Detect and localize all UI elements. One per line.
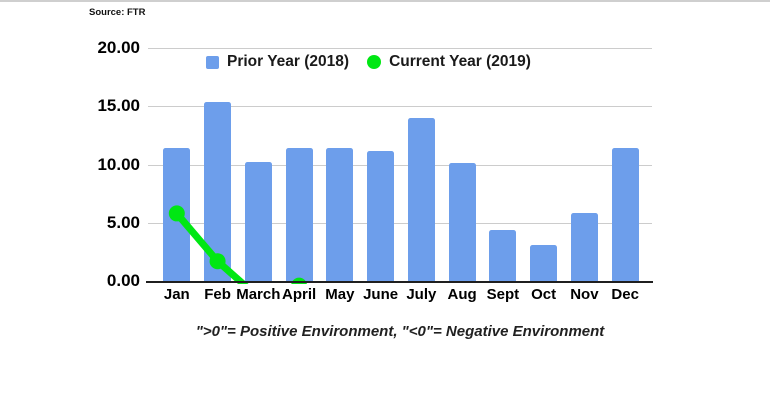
- bar-dec: [611, 148, 639, 283]
- bar-june: [367, 150, 395, 283]
- gridline-20: [148, 48, 652, 49]
- x-axis-label-oct: Oct: [531, 286, 557, 303]
- y-axis-label-5: 5.00: [106, 212, 140, 232]
- bar-oct: [530, 244, 558, 283]
- top-divider: [0, 0, 770, 2]
- x-axis-label-sept: Sept: [486, 286, 520, 303]
- x-axis-label-may: May: [325, 286, 355, 303]
- bar-aug: [448, 163, 476, 283]
- chart-legend: Prior Year (2018) Current Year (2019): [206, 53, 531, 71]
- gridline-10: [148, 164, 652, 166]
- x-axis-label-april: April: [281, 286, 317, 303]
- line-path: [173, 209, 303, 284]
- bar-march: [244, 162, 272, 283]
- legend-item-prior-year: Prior Year (2018): [206, 53, 349, 71]
- x-axis-label-jan: Jan: [163, 286, 190, 303]
- bar-nov: [570, 213, 598, 283]
- x-axis-label-july: July: [406, 286, 437, 303]
- x-axis-label-dec: Dec: [611, 286, 639, 303]
- bar-april: [285, 148, 313, 283]
- bar-sept: [489, 229, 517, 283]
- bar-may: [326, 148, 354, 283]
- y-axis-label-20: 20.00: [97, 38, 140, 57]
- bar-july: [407, 117, 435, 283]
- gridline-15: [148, 106, 652, 108]
- x-axis-label-march: March: [236, 286, 281, 303]
- x-axis-label-feb: Feb: [204, 286, 231, 303]
- legend-square-swatch: [206, 55, 219, 69]
- y-axis-label-10: 10.00: [97, 154, 140, 174]
- x-axis-label-aug: Aug: [447, 286, 477, 303]
- x-axis-label-nov: Nov: [570, 286, 599, 303]
- chart-footnote: ">0"= Positive Environment, "<0"= Negati…: [195, 323, 605, 340]
- x-axis-label-june: June: [363, 286, 399, 303]
- gridline-5: [148, 222, 652, 224]
- legend-label: Prior Year (2018): [227, 53, 350, 70]
- x-axis-line: [146, 280, 653, 283]
- y-axis-label-0: 0.00: [106, 271, 140, 290]
- legend-circle-swatch: [367, 55, 382, 69]
- line-point-1: [209, 253, 226, 270]
- source-label: Source: FTR: [89, 7, 146, 18]
- y-axis-label-15: 15.00: [97, 96, 140, 116]
- current-year-line-series: [168, 205, 307, 284]
- line-point-0: [168, 205, 185, 222]
- legend-label: Current Year (2019): [389, 53, 531, 70]
- legend-item-current-year: Current Year (2019): [367, 53, 531, 71]
